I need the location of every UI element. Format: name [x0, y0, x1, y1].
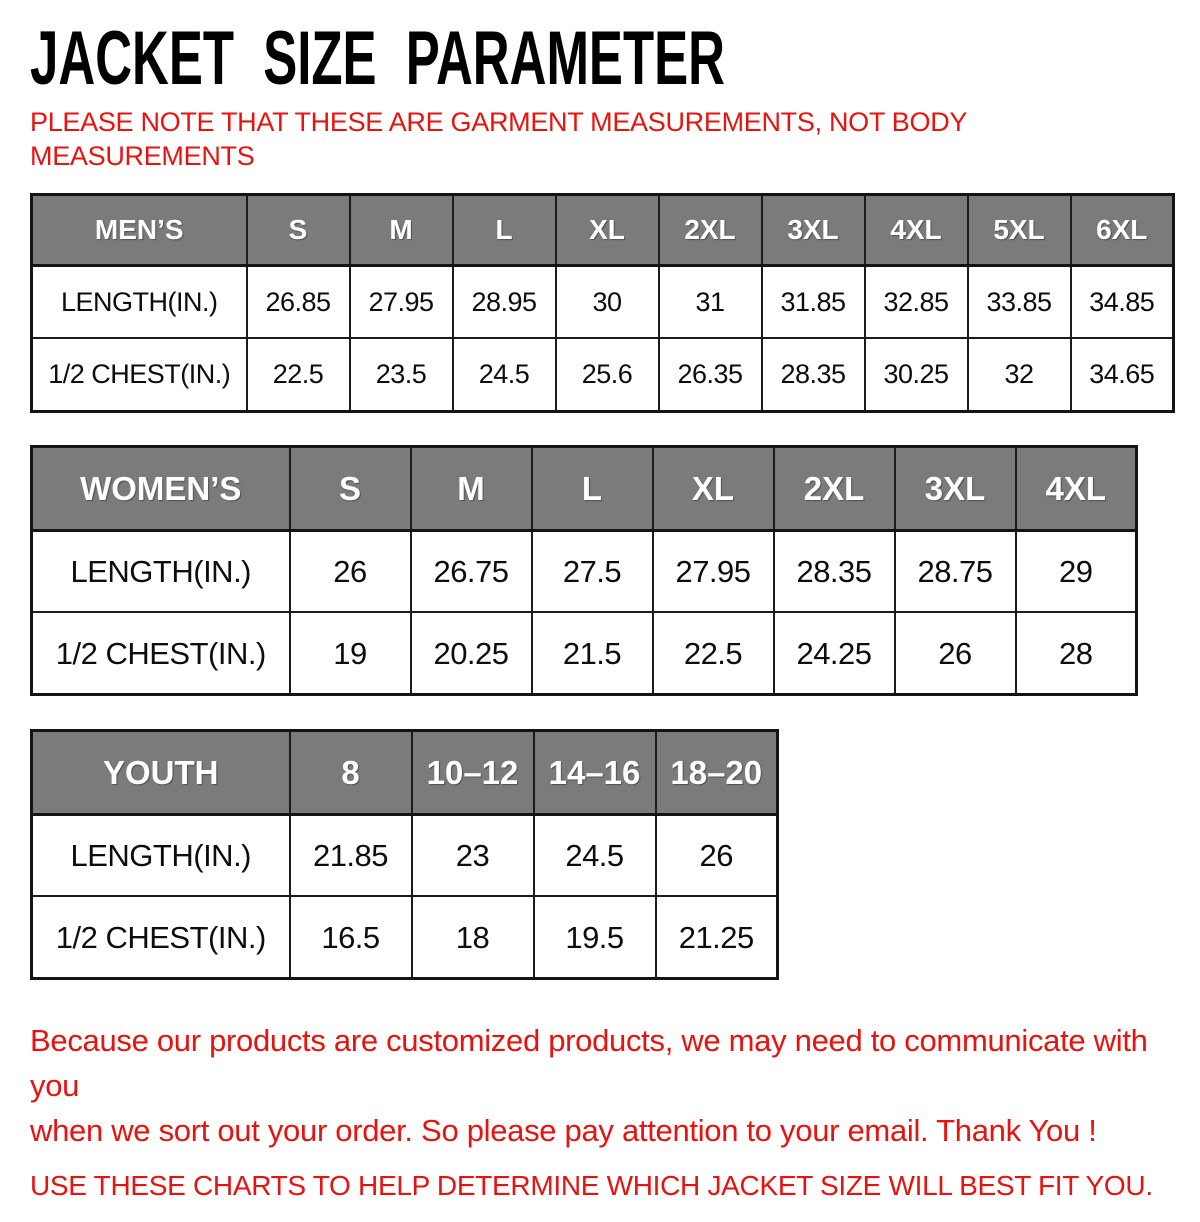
- mens-chest-5xl: 32: [966, 337, 1072, 413]
- youth-chest-18-20: 21.25: [654, 895, 779, 980]
- garment-note-line-2: MEASUREMENTS: [30, 140, 255, 171]
- mens-length-2xl: 31: [657, 264, 763, 340]
- youth-size-table: YOUTH 8 10–12 14–16 18–20 LENGTH(IN.) 21…: [30, 728, 779, 980]
- womens-length-2xl: 28.35: [772, 529, 896, 614]
- womens-chest-2xl: 24.25: [772, 611, 896, 696]
- youth-chest-row: 1/2 CHEST(IN.) 16.5 18 19.5 21.25: [30, 895, 779, 980]
- womens-length-xl: 27.95: [651, 529, 775, 614]
- mens-chest-m: 23.5: [348, 337, 454, 413]
- mens-size-header-s: S: [245, 193, 351, 267]
- youth-header-row: YOUTH 8 10–12 14–16 18–20: [30, 729, 779, 816]
- mens-size-table: MEN’S S M L XL 2XL 3XL 4XL 5XL 6XL LENGT…: [30, 192, 1175, 413]
- fit-advice-line: USE THESE CHARTS TO HELP DETERMINE WHICH…: [30, 1169, 1153, 1201]
- womens-size-header-m: M: [409, 445, 533, 532]
- customization-notice-line-1: Because our products are customized prod…: [30, 1022, 1148, 1103]
- womens-size-header-s: S: [288, 445, 412, 532]
- youth-length-14-16: 24.5: [532, 813, 657, 898]
- row-label-half-chest: 1/2 CHEST(IN.): [30, 611, 291, 696]
- mens-header-row: MEN’S S M L XL 2XL 3XL 4XL 5XL 6XL: [30, 193, 1175, 267]
- youth-size-header-10-12: 10–12: [410, 729, 535, 816]
- youth-size-header-18-20: 18–20: [654, 729, 779, 816]
- youth-chest-8: 16.5: [288, 895, 413, 980]
- youth-length-row: LENGTH(IN.) 21.85 23 24.5 26: [30, 813, 779, 898]
- mens-size-header-4xl: 4XL: [863, 193, 969, 267]
- womens-chest-s: 19: [288, 611, 412, 696]
- youth-table-title: YOUTH: [30, 729, 291, 816]
- womens-length-4xl: 29: [1014, 529, 1138, 614]
- mens-length-6xl: 34.85: [1069, 264, 1175, 340]
- mens-chest-3xl: 28.35: [760, 337, 866, 413]
- womens-length-3xl: 28.75: [893, 529, 1017, 614]
- womens-length-l: 27.5: [530, 529, 654, 614]
- womens-header-row: WOMEN’S S M L XL 2XL 3XL 4XL: [30, 445, 1138, 532]
- garment-measurements-note: PLEASE NOTE THAT THESE ARE GARMENT MEASU…: [30, 105, 1200, 173]
- womens-size-header-3xl: 3XL: [893, 445, 1017, 532]
- womens-size-table: WOMEN’S S M L XL 2XL 3XL 4XL LENGTH(IN.)…: [30, 444, 1138, 696]
- womens-length-m: 26.75: [409, 529, 533, 614]
- womens-size-header-l: L: [530, 445, 654, 532]
- mens-length-xl: 30: [554, 264, 660, 340]
- mens-length-s: 26.85: [245, 264, 351, 340]
- womens-table-title: WOMEN’S: [30, 445, 291, 532]
- youth-length-10-12: 23: [410, 813, 535, 898]
- womens-chest-row: 1/2 CHEST(IN.) 19 20.25 21.5 22.5 24.25 …: [30, 611, 1138, 696]
- mens-length-row: LENGTH(IN.) 26.85 27.95 28.95 30 31 31.8…: [30, 264, 1175, 340]
- womens-size-header-4xl: 4XL: [1014, 445, 1138, 532]
- youth-chest-10-12: 18: [410, 895, 535, 980]
- mens-table-title: MEN’S: [30, 193, 248, 267]
- mens-size-header-3xl: 3XL: [760, 193, 866, 267]
- youth-length-18-20: 26: [654, 813, 779, 898]
- garment-note-line-1: PLEASE NOTE THAT THESE ARE GARMENT MEASU…: [30, 106, 968, 137]
- womens-chest-xl: 22.5: [651, 611, 775, 696]
- mens-size-header-xl: XL: [554, 193, 660, 267]
- mens-chest-s: 22.5: [245, 337, 351, 413]
- womens-length-s: 26: [288, 529, 412, 614]
- mens-length-l: 28.95: [451, 264, 557, 340]
- row-label-length: LENGTH(IN.): [30, 264, 248, 340]
- mens-chest-2xl: 26.35: [657, 337, 763, 413]
- row-label-half-chest: 1/2 CHEST(IN.): [30, 337, 248, 413]
- mens-size-header-l: L: [451, 193, 557, 267]
- page-title: JACKET SIZE PARAMETER: [30, 15, 725, 101]
- womens-chest-3xl: 26: [893, 611, 1017, 696]
- mens-chest-4xl: 30.25: [863, 337, 969, 413]
- mens-length-3xl: 31.85: [760, 264, 866, 340]
- row-label-half-chest: 1/2 CHEST(IN.): [30, 895, 291, 980]
- mens-size-header-6xl: 6XL: [1069, 193, 1175, 267]
- customization-notice-line-2: when we sort out your order. So please p…: [30, 1112, 1097, 1148]
- mens-chest-6xl: 34.65: [1069, 337, 1175, 413]
- row-label-length: LENGTH(IN.): [30, 529, 291, 614]
- youth-chest-14-16: 19.5: [532, 895, 657, 980]
- youth-size-header-14-16: 14–16: [532, 729, 657, 816]
- mens-size-header-2xl: 2XL: [657, 193, 763, 267]
- mens-chest-l: 24.5: [451, 337, 557, 413]
- womens-length-row: LENGTH(IN.) 26 26.75 27.5 27.95 28.35 28…: [30, 529, 1138, 614]
- mens-size-header-5xl: 5XL: [966, 193, 1072, 267]
- row-label-length: LENGTH(IN.): [30, 813, 291, 898]
- mens-length-5xl: 33.85: [966, 264, 1072, 340]
- mens-chest-row: 1/2 CHEST(IN.) 22.5 23.5 24.5 25.6 26.35…: [30, 337, 1175, 413]
- mens-size-header-m: M: [348, 193, 454, 267]
- womens-chest-m: 20.25: [409, 611, 533, 696]
- customization-notice: Because our products are customized prod…: [30, 1018, 1200, 1153]
- youth-size-header-8: 8: [288, 729, 413, 816]
- mens-chest-xl: 25.6: [554, 337, 660, 413]
- womens-size-header-2xl: 2XL: [772, 445, 896, 532]
- womens-chest-l: 21.5: [530, 611, 654, 696]
- womens-chest-4xl: 28: [1014, 611, 1138, 696]
- mens-length-m: 27.95: [348, 264, 454, 340]
- womens-size-header-xl: XL: [651, 445, 775, 532]
- size-chart-page: JACKET SIZE PARAMETER PLEASE NOTE THAT T…: [0, 16, 1200, 1222]
- youth-length-8: 21.85: [288, 813, 413, 898]
- mens-length-4xl: 32.85: [863, 264, 969, 340]
